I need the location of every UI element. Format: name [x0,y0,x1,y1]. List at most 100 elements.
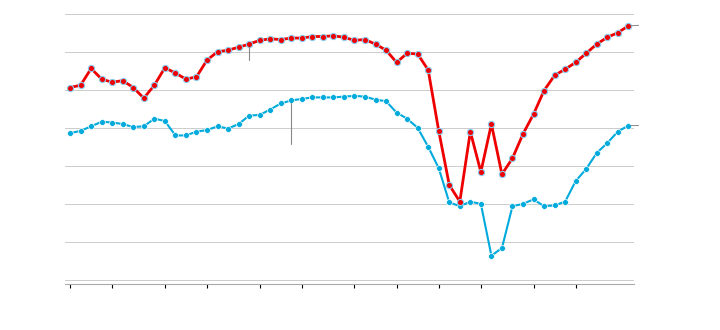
Point [559,67,571,72]
Point [212,49,223,54]
Point [180,133,192,138]
Point [423,144,434,149]
Point [507,156,518,161]
Point [264,107,276,112]
Point [559,199,571,204]
Point [307,34,318,39]
Point [528,112,539,117]
Point [391,110,402,115]
Point [380,99,392,104]
Point [138,95,150,101]
Point [496,246,508,251]
Point [454,204,466,209]
Point [412,125,423,130]
Point [591,42,603,47]
Point [317,34,328,39]
Point [138,124,150,129]
Point [328,95,339,100]
Point [170,133,181,138]
Point [359,94,371,99]
Point [580,166,592,172]
Point [286,35,297,41]
Point [601,140,613,146]
Point [380,48,392,53]
Point [148,116,160,121]
Point [517,131,528,137]
Point [338,35,350,40]
Point [159,65,171,70]
Point [243,42,255,47]
Point [233,45,244,50]
Point [612,30,624,35]
Text: auカブコム: auカブコム [222,47,289,65]
Point [580,50,592,56]
Point [75,82,86,88]
Point [127,124,139,130]
Point [401,116,413,121]
Point [454,199,466,204]
Text: 2市場全体: 2市場全体 [260,103,315,149]
Point [307,95,318,100]
Point [528,197,539,202]
Point [191,129,202,134]
Point [264,36,276,42]
Point [275,101,287,106]
Point [170,70,181,76]
Point [464,129,476,134]
Point [485,121,497,127]
Point [370,42,382,47]
Point [348,93,360,99]
Point [233,121,244,127]
Point [517,201,528,207]
Point [107,80,118,85]
Point [296,96,307,102]
Point [549,203,560,208]
Point [475,201,487,207]
Point [401,50,413,56]
Text: -1.6%: -1.6% [631,24,703,26]
Point [464,199,476,204]
Point [623,123,634,128]
Point [444,182,455,187]
Point [539,204,550,209]
Point [296,35,307,41]
Point [96,77,107,82]
Point [423,67,434,73]
Point [570,60,582,65]
Point [117,121,128,127]
Point [359,37,371,42]
Point [127,85,139,90]
Point [412,51,423,57]
Point [254,112,266,117]
Point [117,78,128,83]
Point [570,179,582,184]
Point [180,77,192,82]
Point [591,150,603,155]
Point [212,124,223,129]
Point [539,88,550,93]
Point [433,166,444,171]
Point [348,38,360,43]
Point [475,169,487,175]
Point [444,200,455,205]
Point [370,97,382,102]
Point [243,113,255,118]
Point [507,204,518,209]
Point [601,35,613,40]
Point [485,253,497,258]
Point [433,128,444,134]
Point [159,118,171,124]
Point [86,124,97,129]
Point [148,82,160,88]
Point [107,120,118,125]
Point [612,129,624,134]
Point [222,48,234,53]
Point [202,127,213,133]
Point [317,95,328,100]
Point [191,74,202,80]
Point [549,73,560,78]
Point [275,37,287,42]
Point [338,94,350,99]
Point [286,98,297,103]
Point [254,38,266,43]
